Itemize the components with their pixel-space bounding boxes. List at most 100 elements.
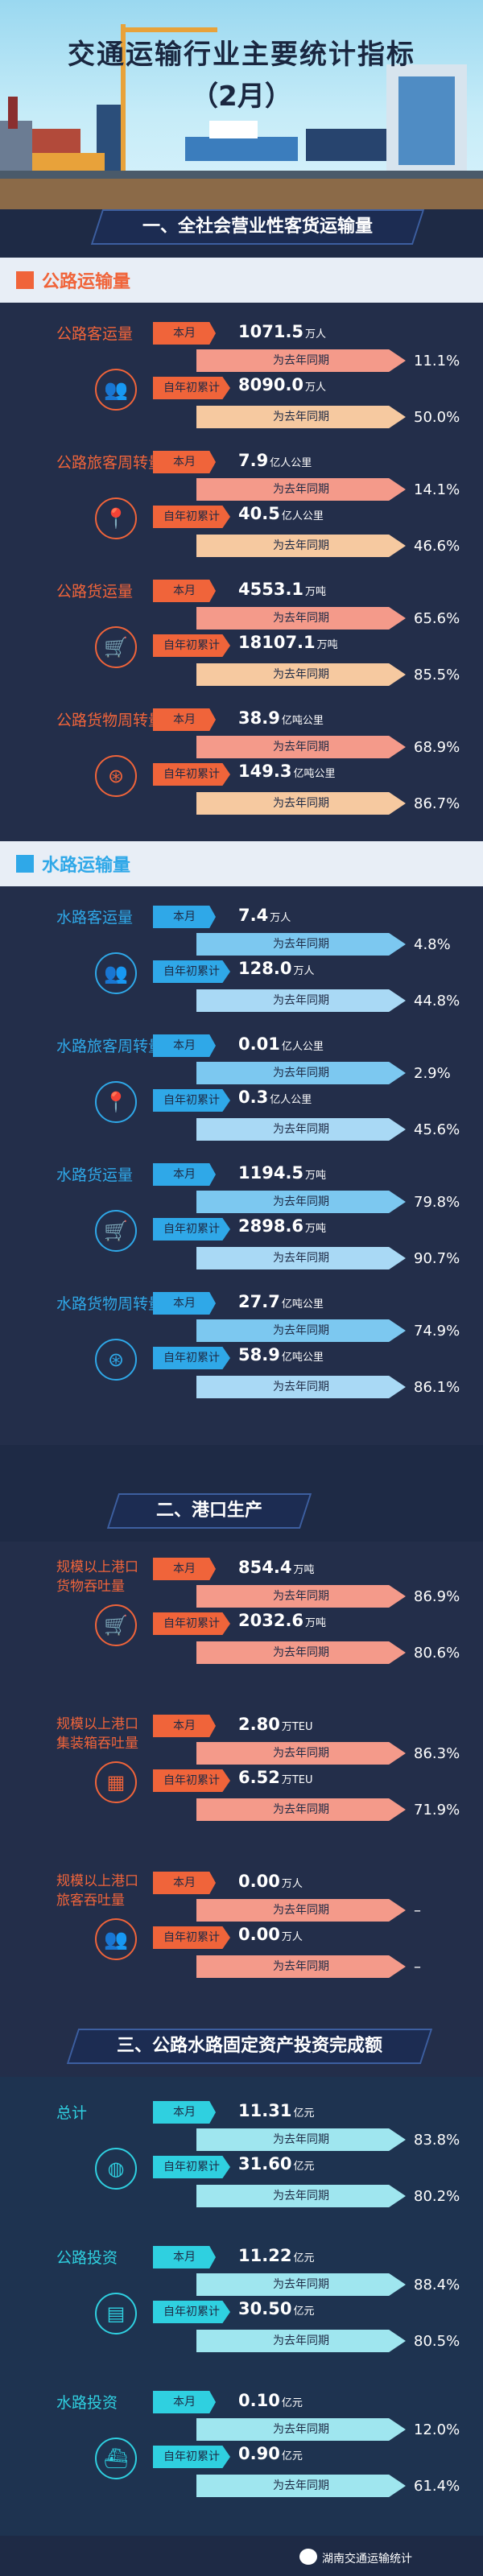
metric-label: 公路货运量 [56, 583, 134, 601]
ytd-tag: 自年初累计 [153, 1347, 230, 1369]
month-yoy-value: 65.6% [414, 610, 460, 627]
globe-icon: ◍ [95, 2148, 137, 2190]
month-yoy-bar: 为去年同期 [196, 1899, 406, 1922]
month-tag: 本月 [153, 580, 216, 602]
month-yoy-value: 74.9% [414, 1323, 460, 1340]
month-yoy-bar: 为去年同期 [196, 933, 406, 956]
month-value: 7.4 万人 [238, 906, 291, 925]
ytd-yoy-value: 80.5% [414, 2333, 460, 2350]
metric-label: 水路货运量 [56, 1166, 134, 1184]
ytd-tag: 自年初累计 [153, 2446, 230, 2468]
metric-label: 规模以上港口货物吞吐量 [56, 1559, 138, 1595]
metric-label: 总计 [56, 2104, 88, 2122]
ytd-yoy-bar: 为去年同期 [196, 2185, 406, 2207]
month-yoy-value: – [414, 1902, 421, 1919]
header-illustration: 交通运输行业主要统计指标 （2月） [0, 0, 483, 209]
ytd-yoy-value: 85.5% [414, 667, 460, 683]
ytd-value: 2898.6 万吨 [238, 1216, 327, 1236]
container-icon: ▦ [95, 1761, 137, 1803]
ytd-tag: 自年初累计 [153, 634, 230, 657]
ytd-yoy-bar: 为去年同期 [196, 1798, 406, 1821]
month-tag: 本月 [153, 322, 216, 345]
month-yoy-bar: 为去年同期 [196, 1319, 406, 1342]
ytd-tag: 自年初累计 [153, 1769, 230, 1792]
month-tag: 本月 [153, 2391, 216, 2413]
ytd-yoy-value: 46.6% [414, 538, 460, 555]
metric-label: 水路货物周转量 [56, 1295, 164, 1313]
month-yoy-value: 79.8% [414, 1194, 460, 1211]
ytd-value: 0.90 亿元 [238, 2444, 303, 2463]
ytd-yoy-value: 86.1% [414, 1379, 460, 1396]
month-tag: 本月 [153, 2246, 216, 2268]
ytd-yoy-value: 80.2% [414, 2188, 460, 2205]
metric-label: 水路旅客周转量 [56, 1038, 164, 1055]
ytd-value: 58.9 亿吨公里 [238, 1345, 324, 1364]
month-yoy-value: 14.1% [414, 481, 460, 498]
ytd-yoy-bar: 为去年同期 [196, 2475, 406, 2497]
page-title: 交通运输行业主要统计指标 [68, 39, 415, 71]
invest-panel [0, 2077, 483, 2536]
month-yoy-bar: 为去年同期 [196, 1742, 406, 1765]
ytd-yoy-value: 45.6% [414, 1121, 460, 1138]
ytd-value: 128.0 万人 [238, 959, 315, 978]
ytd-yoy-bar: 为去年同期 [196, 1376, 406, 1398]
month-tag: 本月 [153, 1034, 216, 1057]
ytd-value: 18107.1 万吨 [238, 633, 338, 652]
month-yoy-bar: 为去年同期 [196, 1585, 406, 1608]
people-icon: 👥 [95, 1918, 137, 1960]
ytd-tag: 自年初累计 [153, 1089, 230, 1112]
month-yoy-bar: 为去年同期 [196, 2128, 406, 2151]
ytd-yoy-bar: 为去年同期 [196, 406, 406, 428]
section-head-water: 水路运输量 [0, 841, 483, 886]
section-banner-transport: 一、全社会营业性客货运输量 [90, 209, 425, 245]
person-marker-icon: 📍 [95, 497, 137, 539]
cart-icon: 🛒 [95, 626, 137, 668]
ytd-tag: 自年初累计 [153, 763, 230, 786]
month-yoy-value: 86.9% [414, 1588, 460, 1605]
cart-marker-icon: ⊛ [95, 1339, 137, 1381]
metric-label: 水路客运量 [56, 909, 134, 927]
ytd-tag: 自年初累计 [153, 960, 230, 983]
month-yoy-bar: 为去年同期 [196, 736, 406, 758]
month-value: 0.01 亿人公里 [238, 1034, 324, 1054]
metric-label: 规模以上港口旅客吞吐量 [56, 1873, 138, 1909]
section-banner-invest: 三、公路水路固定资产投资完成额 [66, 2029, 433, 2064]
footer-source: 湖南交通运输统计 [322, 2553, 412, 2566]
ytd-yoy-value: 86.7% [414, 795, 460, 812]
month-tag: 本月 [153, 1163, 216, 1186]
month-yoy-bar: 为去年同期 [196, 1062, 406, 1084]
cart-icon: 🛒 [95, 1210, 137, 1252]
month-tag: 本月 [153, 1715, 216, 1737]
ytd-tag: 自年初累计 [153, 506, 230, 528]
ytd-yoy-bar: 为去年同期 [196, 535, 406, 557]
ytd-yoy-value: 50.0% [414, 409, 460, 426]
ytd-value: 8090.0 万人 [238, 375, 327, 394]
ytd-yoy-bar: 为去年同期 [196, 792, 406, 815]
month-yoy-value: 12.0% [414, 2421, 460, 2438]
ytd-yoy-bar: 为去年同期 [196, 1955, 406, 1978]
metric-label: 公路旅客周转量 [56, 454, 164, 472]
ytd-yoy-bar: 为去年同期 [196, 1247, 406, 1269]
month-value: 11.22 亿元 [238, 2246, 315, 2265]
metric-label: 水路投资 [56, 2394, 118, 2412]
month-yoy-value: 83.8% [414, 2132, 460, 2149]
month-tag: 本月 [153, 906, 216, 928]
month-yoy-bar: 为去年同期 [196, 349, 406, 372]
month-value: 2.80 万TEU [238, 1715, 313, 1734]
people-icon: 👥 [95, 369, 137, 411]
month-yoy-value: 88.4% [414, 2277, 460, 2293]
section-head-road: 公路运输量 [0, 258, 483, 303]
month-value: 27.7 亿吨公里 [238, 1292, 324, 1311]
metric-label: 公路投资 [56, 2249, 118, 2267]
ytd-value: 149.3 亿吨公里 [238, 762, 336, 781]
city-skyline-illustration [0, 24, 467, 177]
month-value: 1071.5 万人 [238, 322, 327, 341]
month-yoy-bar: 为去年同期 [196, 2273, 406, 2296]
ytd-yoy-value: 44.8% [414, 993, 460, 1009]
ytd-yoy-bar: 为去年同期 [196, 1641, 406, 1664]
ship-icon: ⛴ [95, 2438, 137, 2479]
person-marker-icon: 📍 [95, 1081, 137, 1123]
ytd-yoy-value: – [414, 1959, 421, 1975]
ytd-tag: 自年初累计 [153, 1218, 230, 1241]
ytd-value: 0.3 亿人公里 [238, 1088, 312, 1107]
